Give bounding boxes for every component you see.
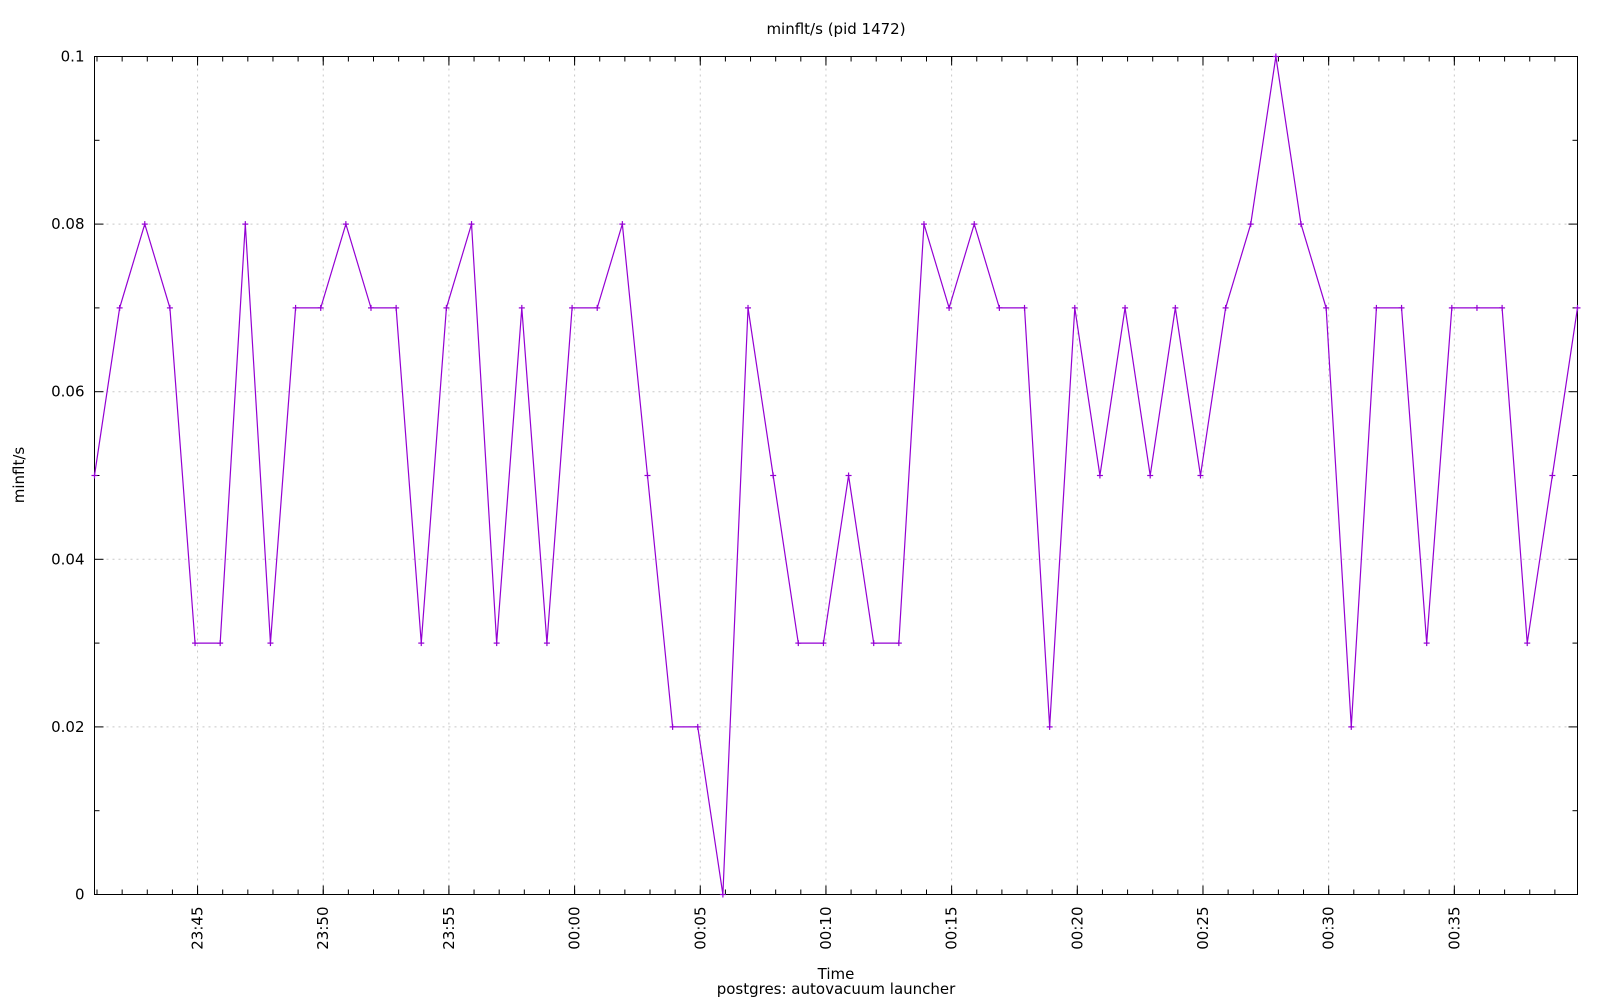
data-point (192, 640, 199, 647)
data-point (242, 221, 249, 228)
data-point (569, 304, 576, 311)
y-tick-label: 0 (75, 886, 85, 904)
data-point (1247, 221, 1254, 228)
data-point (342, 221, 349, 228)
x-tick-labels: 23:45 23:50 23:55 00:00 00:05 00:10 00:15 00:20… (189, 907, 1464, 950)
data-point (116, 304, 123, 311)
data-point (1071, 304, 1078, 311)
data-point (594, 304, 601, 311)
data-point (770, 472, 777, 479)
series-line (93, 56, 1579, 895)
data-point (820, 640, 827, 647)
data-point (1272, 53, 1279, 60)
data-point (493, 640, 500, 647)
data-point (418, 640, 425, 647)
data-point (367, 304, 374, 311)
data-point (920, 221, 927, 228)
data-point (795, 640, 802, 647)
x-tick-label: 00:20 (1068, 907, 1086, 950)
data-point (1172, 304, 1179, 311)
x-tick-label: 00:15 (943, 907, 961, 950)
data-point (1448, 304, 1455, 311)
y-tick-labels: 0 0.02 0.04 0.06 0.08 0.1 (51, 48, 84, 904)
x-tick-label: 23:45 (189, 907, 207, 950)
x-tick-label: 00:30 (1320, 907, 1338, 950)
data-point (1423, 640, 1430, 647)
data-point (895, 640, 902, 647)
data-point (1549, 472, 1556, 479)
data-point (1524, 640, 1531, 647)
x-tick-label: 00:00 (566, 907, 584, 950)
series-group (91, 53, 1581, 898)
data-point (1222, 304, 1229, 311)
grid-lines (94, 56, 1578, 895)
chart-title: minflt/s (pid 1472) (766, 20, 905, 38)
data-point (518, 304, 525, 311)
data-point (1348, 723, 1355, 730)
x-tick-label: 00:10 (817, 907, 835, 950)
data-point (996, 304, 1003, 311)
data-point (845, 472, 852, 479)
chart-subtitle: postgres: autovacuum launcher (717, 980, 956, 998)
data-point (1499, 304, 1506, 311)
data-point (644, 472, 651, 479)
data-point (1398, 304, 1405, 311)
data-point (317, 304, 324, 311)
data-point (1323, 304, 1330, 311)
data-point (1373, 304, 1380, 311)
data-point (1574, 304, 1581, 311)
data-point (166, 304, 173, 311)
data-point (141, 221, 148, 228)
data-point (91, 472, 98, 479)
data-point (1473, 304, 1480, 311)
data-point (1197, 472, 1204, 479)
axis-ticks (94, 56, 1578, 895)
data-point (1096, 472, 1103, 479)
y-tick-label: 0.06 (51, 383, 84, 401)
data-point (1021, 304, 1028, 311)
y-tick-label: 0.08 (51, 215, 84, 233)
data-point (745, 304, 752, 311)
data-point (468, 221, 475, 228)
data-point (719, 891, 726, 898)
x-tick-label: 00:05 (691, 907, 709, 950)
x-tick-label: 23:55 (440, 907, 458, 950)
x-tick-label: 00:35 (1445, 907, 1463, 950)
y-tick-label: 0.1 (61, 48, 85, 66)
data-point (217, 640, 224, 647)
x-tick-label: 00:25 (1194, 907, 1212, 950)
data-point (669, 723, 676, 730)
data-point (292, 304, 299, 311)
y-axis-label: minflt/s (10, 447, 28, 504)
data-point (267, 640, 274, 647)
data-point (1122, 304, 1129, 311)
data-point (393, 304, 400, 311)
data-point (870, 640, 877, 647)
data-point (543, 640, 550, 647)
data-point (1147, 472, 1154, 479)
data-point (443, 304, 450, 311)
y-tick-label: 0.02 (51, 718, 84, 736)
data-point (1298, 221, 1305, 228)
y-tick-label: 0.04 (51, 550, 84, 568)
x-tick-label: 23:50 (314, 907, 332, 950)
data-point (1046, 723, 1053, 730)
data-point (946, 304, 953, 311)
plot-frame (94, 56, 1578, 895)
data-point (619, 221, 626, 228)
x-axis-label: Time (817, 965, 855, 983)
data-point (694, 723, 701, 730)
data-point (971, 221, 978, 228)
